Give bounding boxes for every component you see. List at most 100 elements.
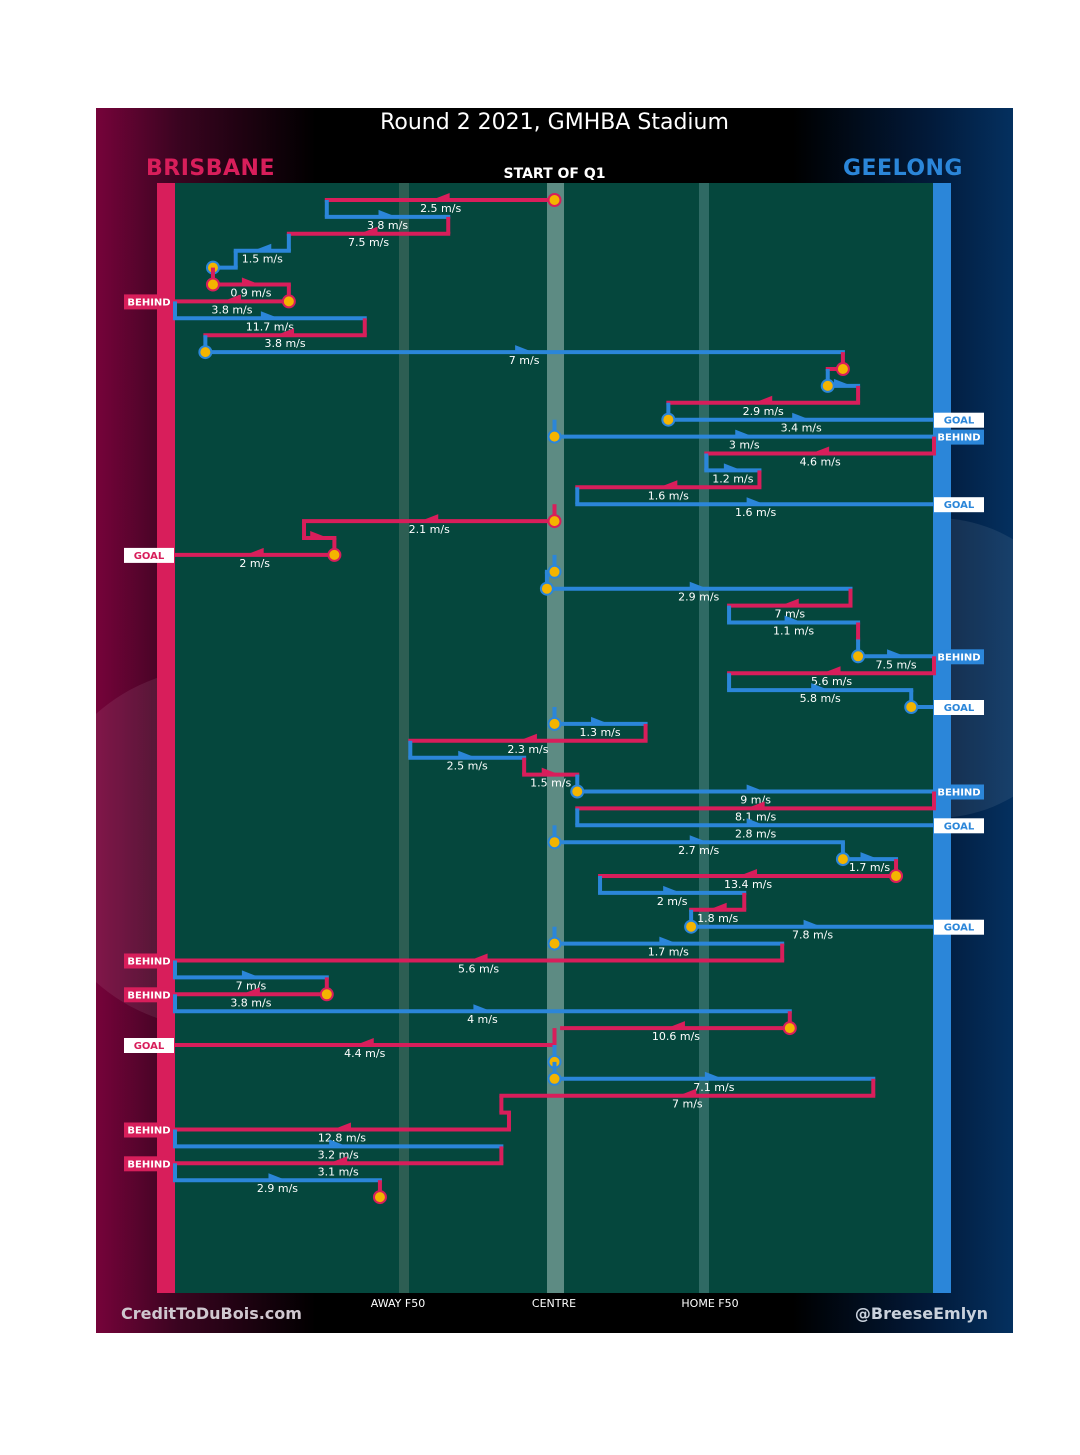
- turnover-marker: [205, 277, 220, 292]
- away-f50-line: [399, 183, 409, 1293]
- direction-arrow: [784, 615, 803, 623]
- result-badge: [124, 1038, 174, 1053]
- speed-label: 1.6 m/s: [735, 506, 776, 519]
- speed-label: 3.1 m/s: [318, 1165, 359, 1178]
- turnover-marker: [684, 919, 699, 934]
- direction-arrow: [245, 547, 264, 555]
- direction-arrow: [803, 919, 822, 927]
- result-label: GOAL: [944, 500, 975, 511]
- result-label: GOAL: [944, 416, 975, 427]
- speed-label: 7 m/s: [774, 608, 805, 621]
- speed-label: 8.1 m/s: [735, 810, 776, 823]
- turnover-marker: [547, 564, 562, 579]
- speed-label: 2.9 m/s: [257, 1182, 298, 1195]
- speed-label: 3.8 m/s: [230, 996, 271, 1009]
- direction-arrow: [689, 835, 708, 843]
- turnover-marker: [820, 378, 835, 393]
- x-tick-centre: CENTRE: [531, 1297, 577, 1310]
- result-badge: [124, 953, 174, 969]
- direction-arrow: [355, 1038, 374, 1045]
- direction-arrow: [822, 666, 841, 674]
- speed-label: 12.8 m/s: [318, 1132, 366, 1145]
- result-badge: [124, 294, 174, 310]
- turnover-marker: [372, 1190, 387, 1205]
- result-badge: [124, 547, 174, 563]
- turnover-marker: [547, 429, 562, 444]
- speed-label: 2.5 m/s: [420, 202, 461, 215]
- result-badge: [934, 919, 984, 935]
- speed-label: 10.6 m/s: [652, 1030, 700, 1043]
- direction-arrow: [541, 767, 560, 775]
- direction-arrow: [811, 446, 830, 454]
- direction-arrow: [253, 243, 272, 251]
- speed-label: 2.8 m/s: [735, 827, 776, 840]
- speed-label: 1.5 m/s: [242, 253, 283, 266]
- turnover-marker: [661, 412, 676, 427]
- direction-arrow: [708, 902, 727, 910]
- speed-label: 3 m/s: [729, 439, 760, 452]
- turnover-marker: [281, 294, 296, 309]
- quarter-label: START OF Q1: [503, 166, 606, 182]
- result-badge: [124, 1156, 174, 1172]
- turnover-marker: [904, 700, 919, 714]
- direction-arrow: [689, 581, 708, 589]
- speed-label: 9 m/s: [740, 794, 771, 807]
- direction-arrow: [469, 953, 488, 961]
- turnover-marker: [782, 1021, 797, 1036]
- result-badge: [934, 412, 984, 428]
- turnover-marker: [198, 345, 213, 360]
- direction-arrow: [860, 852, 879, 860]
- direction-arrow: [746, 801, 765, 809]
- turnover-marker: [851, 649, 866, 664]
- turnover-marker: [570, 784, 585, 799]
- direction-arrow: [260, 311, 279, 319]
- result-label: GOAL: [944, 821, 975, 832]
- result-label: GOAL: [944, 923, 975, 934]
- speed-label: 7 m/s: [672, 1098, 703, 1111]
- speed-label: 1.6 m/s: [648, 489, 689, 502]
- turnover-marker: [547, 193, 562, 207]
- speed-label: 4 m/s: [467, 1013, 498, 1026]
- turnover-marker: [319, 987, 334, 1002]
- speed-label: 4.6 m/s: [800, 456, 841, 469]
- result-label: BEHIND: [127, 990, 170, 1001]
- chart-title: Round 2 2021, GMHBA Stadium: [380, 110, 729, 135]
- speed-label: 2.7 m/s: [678, 844, 719, 857]
- speed-label: 2.9 m/s: [678, 591, 719, 604]
- direction-arrow: [276, 328, 295, 336]
- speed-label: 3.2 m/s: [318, 1148, 359, 1161]
- direction-arrow: [723, 463, 742, 471]
- direction-arrow: [222, 294, 241, 302]
- possession-chains: 2.5 m/s3.8 m/s7.5 m/s1.5 m/s0.9 m/s3.8 m…: [124, 193, 984, 1205]
- direction-arrow: [811, 683, 830, 691]
- speed-label: 1.5 m/s: [530, 777, 571, 790]
- direction-arrow: [659, 480, 678, 488]
- turnover-marker: [835, 852, 850, 867]
- direction-arrow: [241, 987, 260, 995]
- speed-label: 2 m/s: [657, 895, 688, 908]
- result-label: GOAL: [134, 551, 165, 562]
- direction-arrow: [241, 277, 260, 285]
- direction-arrow: [329, 1139, 348, 1147]
- direction-arrow: [591, 716, 610, 724]
- speed-label: 4.4 m/s: [344, 1047, 385, 1060]
- result-badge: [934, 649, 984, 665]
- result-badge: [934, 497, 984, 513]
- team-geelong: GEELONG: [842, 156, 963, 181]
- speed-label: 2.1 m/s: [409, 523, 450, 536]
- speed-label: 2.3 m/s: [507, 743, 548, 756]
- x-tick-away-f50: AWAY F50: [370, 1297, 426, 1310]
- speed-label: 7.8 m/s: [792, 929, 833, 942]
- speed-label: 7.1 m/s: [693, 1081, 734, 1094]
- direction-arrow: [268, 1173, 287, 1181]
- direction-arrow: [420, 514, 439, 522]
- speed-label: 1.7 m/s: [648, 946, 689, 959]
- team-brisbane: BRISBANE: [146, 156, 275, 181]
- brisbane-goal-bar: [157, 183, 175, 1293]
- turnover-marker: [835, 362, 850, 376]
- result-badge: [934, 784, 984, 800]
- speed-label: 7.5 m/s: [875, 658, 916, 671]
- direction-arrow: [746, 784, 765, 792]
- turnover-marker: [547, 835, 562, 850]
- turnover-marker: [547, 1071, 562, 1086]
